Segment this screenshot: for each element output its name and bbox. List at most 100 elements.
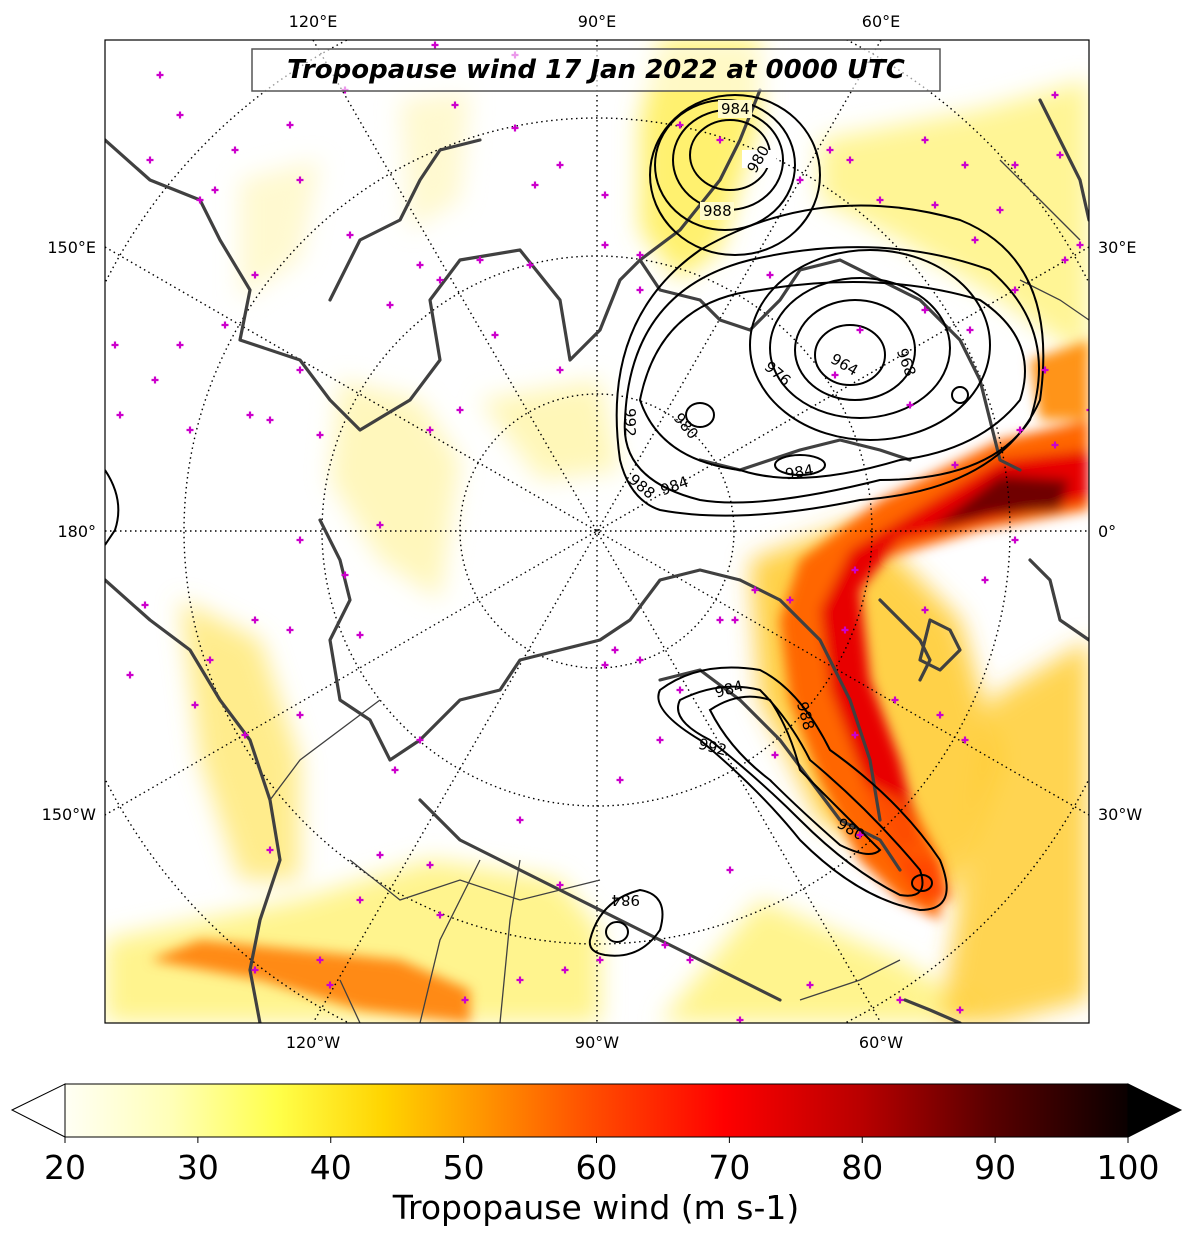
border-europe-1: [999, 159, 1081, 241]
colorbar-ticks: 20 30 40 50 60 70 80 90 100: [44, 1137, 1160, 1187]
station-marker: [1051, 441, 1059, 449]
lon-label-right-30E: 30°E: [1098, 238, 1136, 257]
station-marker: [251, 271, 259, 279]
station-marker: [426, 861, 434, 869]
station-marker: [611, 646, 619, 654]
coast-greenland-west: [658, 668, 902, 872]
station-marker: [806, 981, 814, 989]
lon-label-top-90E: 90°E: [578, 12, 616, 31]
station-marker: [841, 626, 849, 634]
station-marker: [936, 711, 944, 719]
coast-scandinavia: [638, 258, 1022, 472]
station-marker: [251, 616, 259, 624]
contour-low1-outermost: [649, 94, 821, 256]
colorbar-tick-label: 80: [841, 1148, 883, 1187]
station-marker: [526, 261, 534, 269]
graticule: [105, 40, 1089, 1023]
coast-iceland-island: [918, 618, 962, 672]
station-marker: [516, 816, 524, 824]
station-marker: [616, 776, 624, 784]
contour-label-1: 984: [721, 100, 750, 118]
coastlines: [105, 88, 1089, 1023]
station-marker: [296, 711, 304, 719]
station-marker: [316, 431, 324, 439]
station-marker: [601, 241, 609, 249]
station-marker: [736, 1016, 744, 1023]
station-marker: [601, 191, 609, 199]
station-marker: [921, 136, 929, 144]
station-marker: [341, 571, 349, 579]
station-marker: [731, 616, 739, 624]
coast-iceland: [878, 598, 932, 682]
colorbar-tick-label: 100: [1097, 1148, 1160, 1187]
station-marker: [266, 416, 274, 424]
station-marker: [796, 176, 804, 184]
station-marker: [531, 181, 539, 189]
station-marker: [491, 331, 499, 339]
colorbar-extend-max: [1127, 1083, 1183, 1138]
station-marker: [391, 766, 399, 774]
station-marker: [876, 196, 884, 204]
station-marker: [416, 736, 424, 744]
station-marker: [146, 156, 154, 164]
contour-low4-outer: [588, 888, 664, 957]
station-marker: [296, 366, 304, 374]
map-title-box: Tropopause wind 17 Jan 2022 at 0000 UTC: [251, 48, 941, 92]
station-marker: [601, 661, 609, 669]
colorbar-tick-label: 30: [177, 1148, 219, 1187]
meridian-120E-60W: [312, 40, 882, 1023]
station-marker: [176, 111, 184, 119]
station-marker: [286, 626, 294, 634]
station-marker: [196, 196, 204, 204]
station-marker: [316, 956, 324, 964]
station-marker: [111, 341, 119, 349]
contour-small-2: [774, 454, 826, 476]
station-marker: [1011, 161, 1019, 169]
station-marker: [951, 461, 959, 469]
coast-canada-arctic: [318, 518, 742, 762]
station-marker: [356, 631, 364, 639]
coast-siberia-islands: [328, 138, 482, 302]
border-quebec: [799, 959, 901, 1001]
lon-label-right-0: 0°: [1098, 522, 1116, 541]
contour-low4-inner: [605, 921, 629, 943]
station-marker: [416, 261, 424, 269]
station-marker: [431, 41, 439, 49]
colorbar-tick-label: 70: [708, 1148, 750, 1187]
station-marker: [186, 426, 194, 434]
station-marker: [676, 121, 684, 129]
station-marker: [896, 996, 904, 1004]
station-marker: [676, 686, 684, 694]
station-marker: [1056, 151, 1064, 159]
station-marker: [156, 71, 164, 79]
contour-low2-2: [794, 299, 916, 401]
border-canada-us: [349, 859, 601, 901]
station-marker: [151, 376, 159, 384]
graticule-labels: 120°E 90°E 60°E 120°W 90°W 60°W 150°E 18…: [42, 12, 1143, 1052]
station-marker: [436, 276, 444, 284]
contour-low3-inner: [708, 695, 882, 855]
station-marker: [461, 996, 469, 1004]
station-marker: [716, 616, 724, 624]
contour-low3-core: [911, 874, 933, 892]
station-marker: [971, 236, 979, 244]
station-marker: [511, 124, 519, 132]
contour-label-7: 992: [621, 408, 639, 437]
lon-label-bottom-60W: 60°W: [859, 1033, 903, 1052]
station-marker-group: [111, 41, 1089, 1023]
colorbar-gradient: [64, 1083, 1129, 1138]
map-panel: 984 980 988 976 964 968 992 980 984 988 …: [42, 12, 1143, 1052]
colorbar-tick-label: 50: [443, 1148, 485, 1187]
station-marker: [556, 161, 564, 169]
contour-low2-1: [814, 324, 886, 386]
station-marker: [831, 371, 839, 379]
coast-eurasia-north: [105, 88, 762, 432]
station-marker: [786, 596, 794, 604]
contour-low2-3: [769, 277, 951, 419]
border-provincial-1: [419, 859, 481, 1023]
contour-label-16: 984: [611, 891, 640, 909]
station-marker: [1051, 91, 1059, 99]
station-marker: [921, 306, 929, 314]
station-marker: [956, 1006, 964, 1014]
